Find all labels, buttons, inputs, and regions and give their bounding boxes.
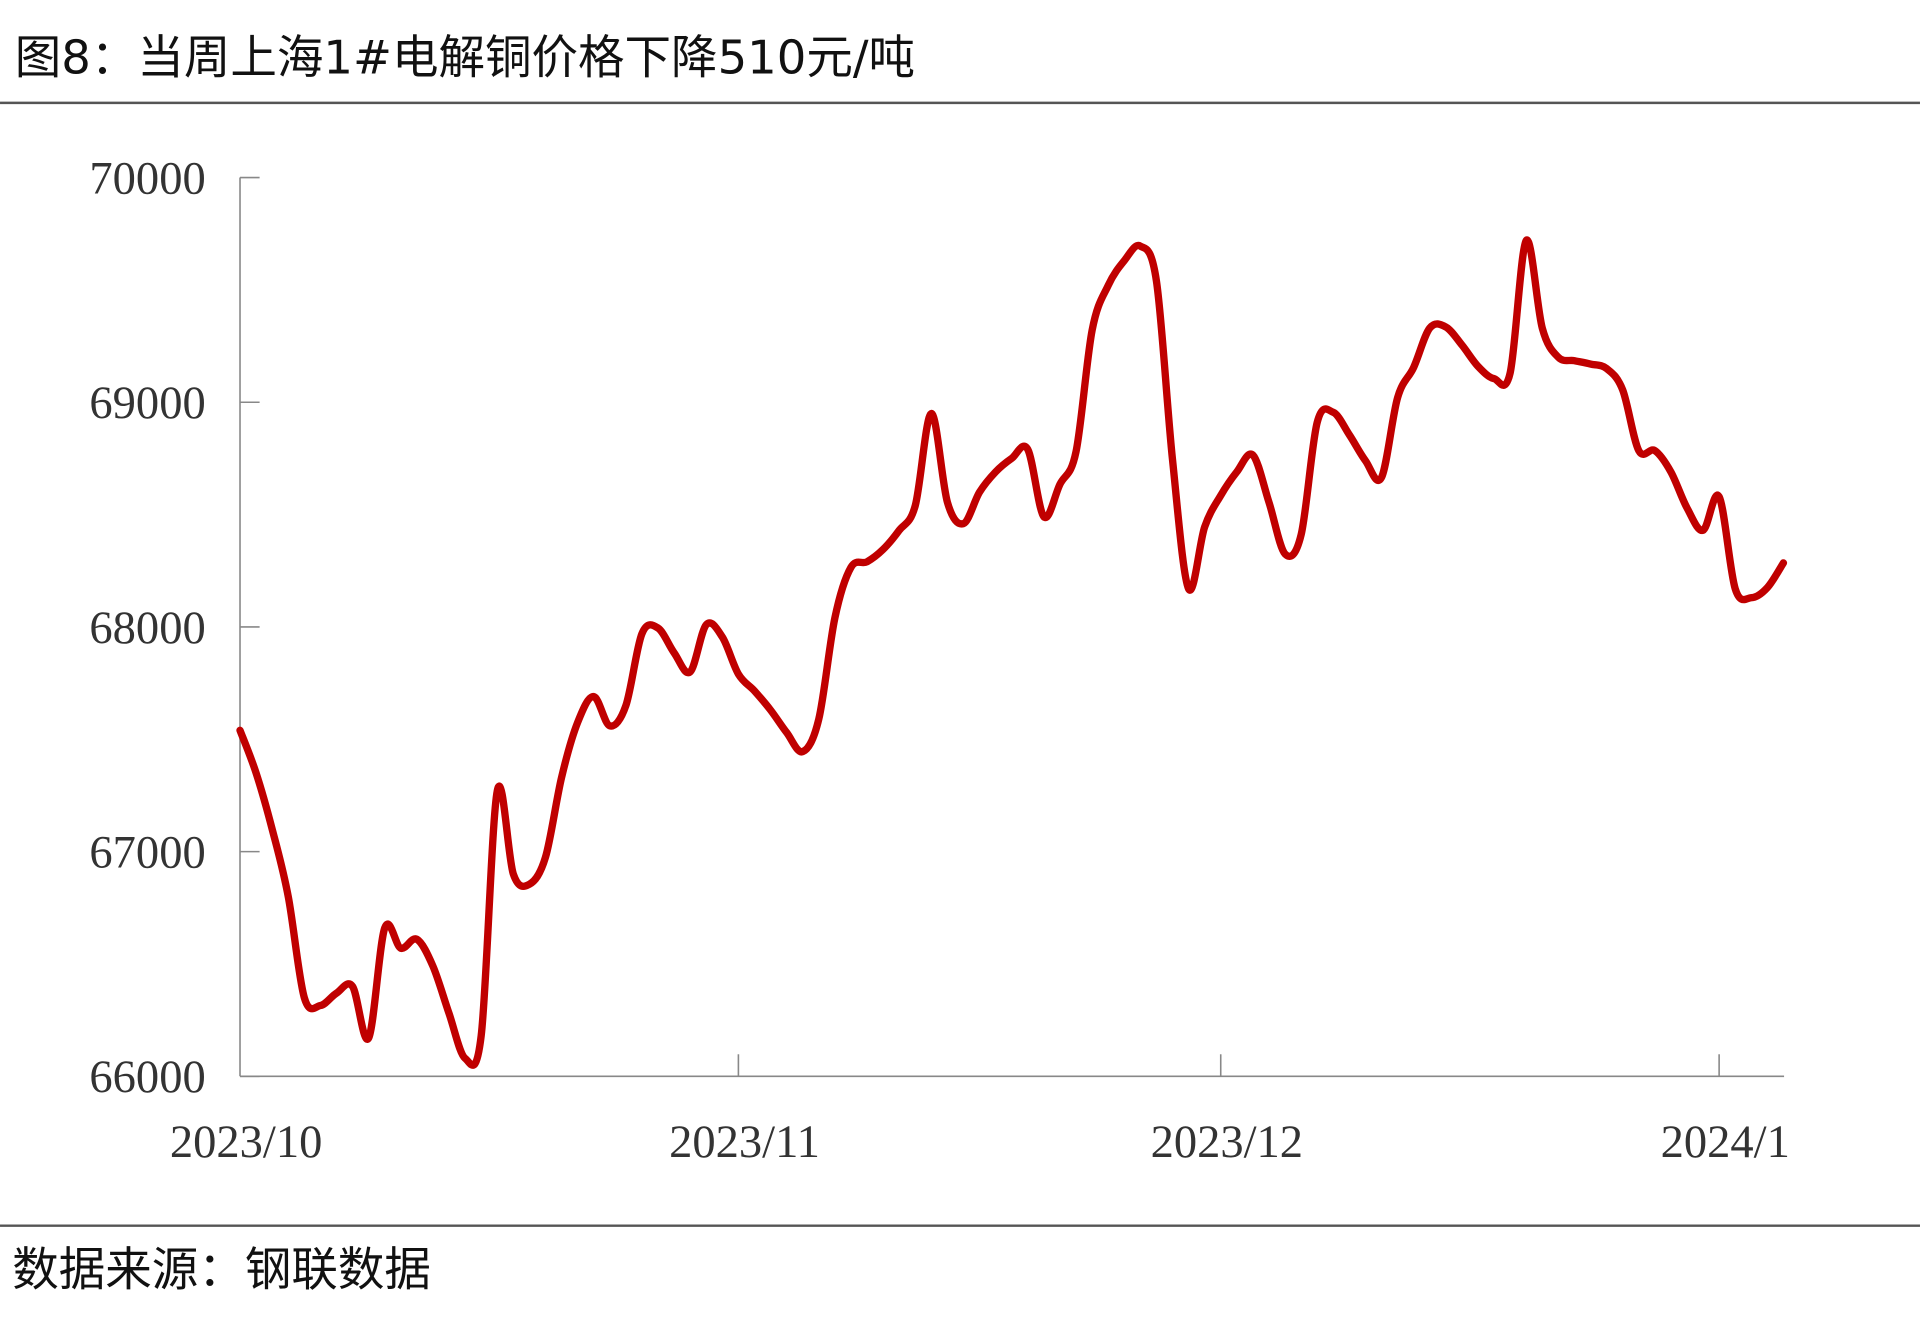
y-tick-label: 69000: [89, 378, 205, 429]
x-tick-label: 2023/11: [669, 1117, 820, 1168]
y-tick-label: 68000: [89, 603, 205, 654]
y-tick-label: 70000: [89, 153, 205, 204]
series-line: [236, 236, 1788, 1069]
y-tick-label: 66000: [89, 1052, 205, 1103]
plot-area: 70000 69000 68000 67000 66000 2023/10 2023/11…: [89, 153, 1789, 1168]
x-tick-label: 2023/10: [170, 1117, 322, 1168]
source-note: 数据来源：钢联数据: [12, 1243, 431, 1297]
y-tick-label: 67000: [89, 828, 205, 879]
x-tick-label: 2023/12: [1151, 1117, 1303, 1168]
chart-title: 图8：当周上海1#电解铜价格下降510元/吨: [15, 30, 915, 84]
x-tick-label: 2024/1: [1661, 1117, 1790, 1168]
